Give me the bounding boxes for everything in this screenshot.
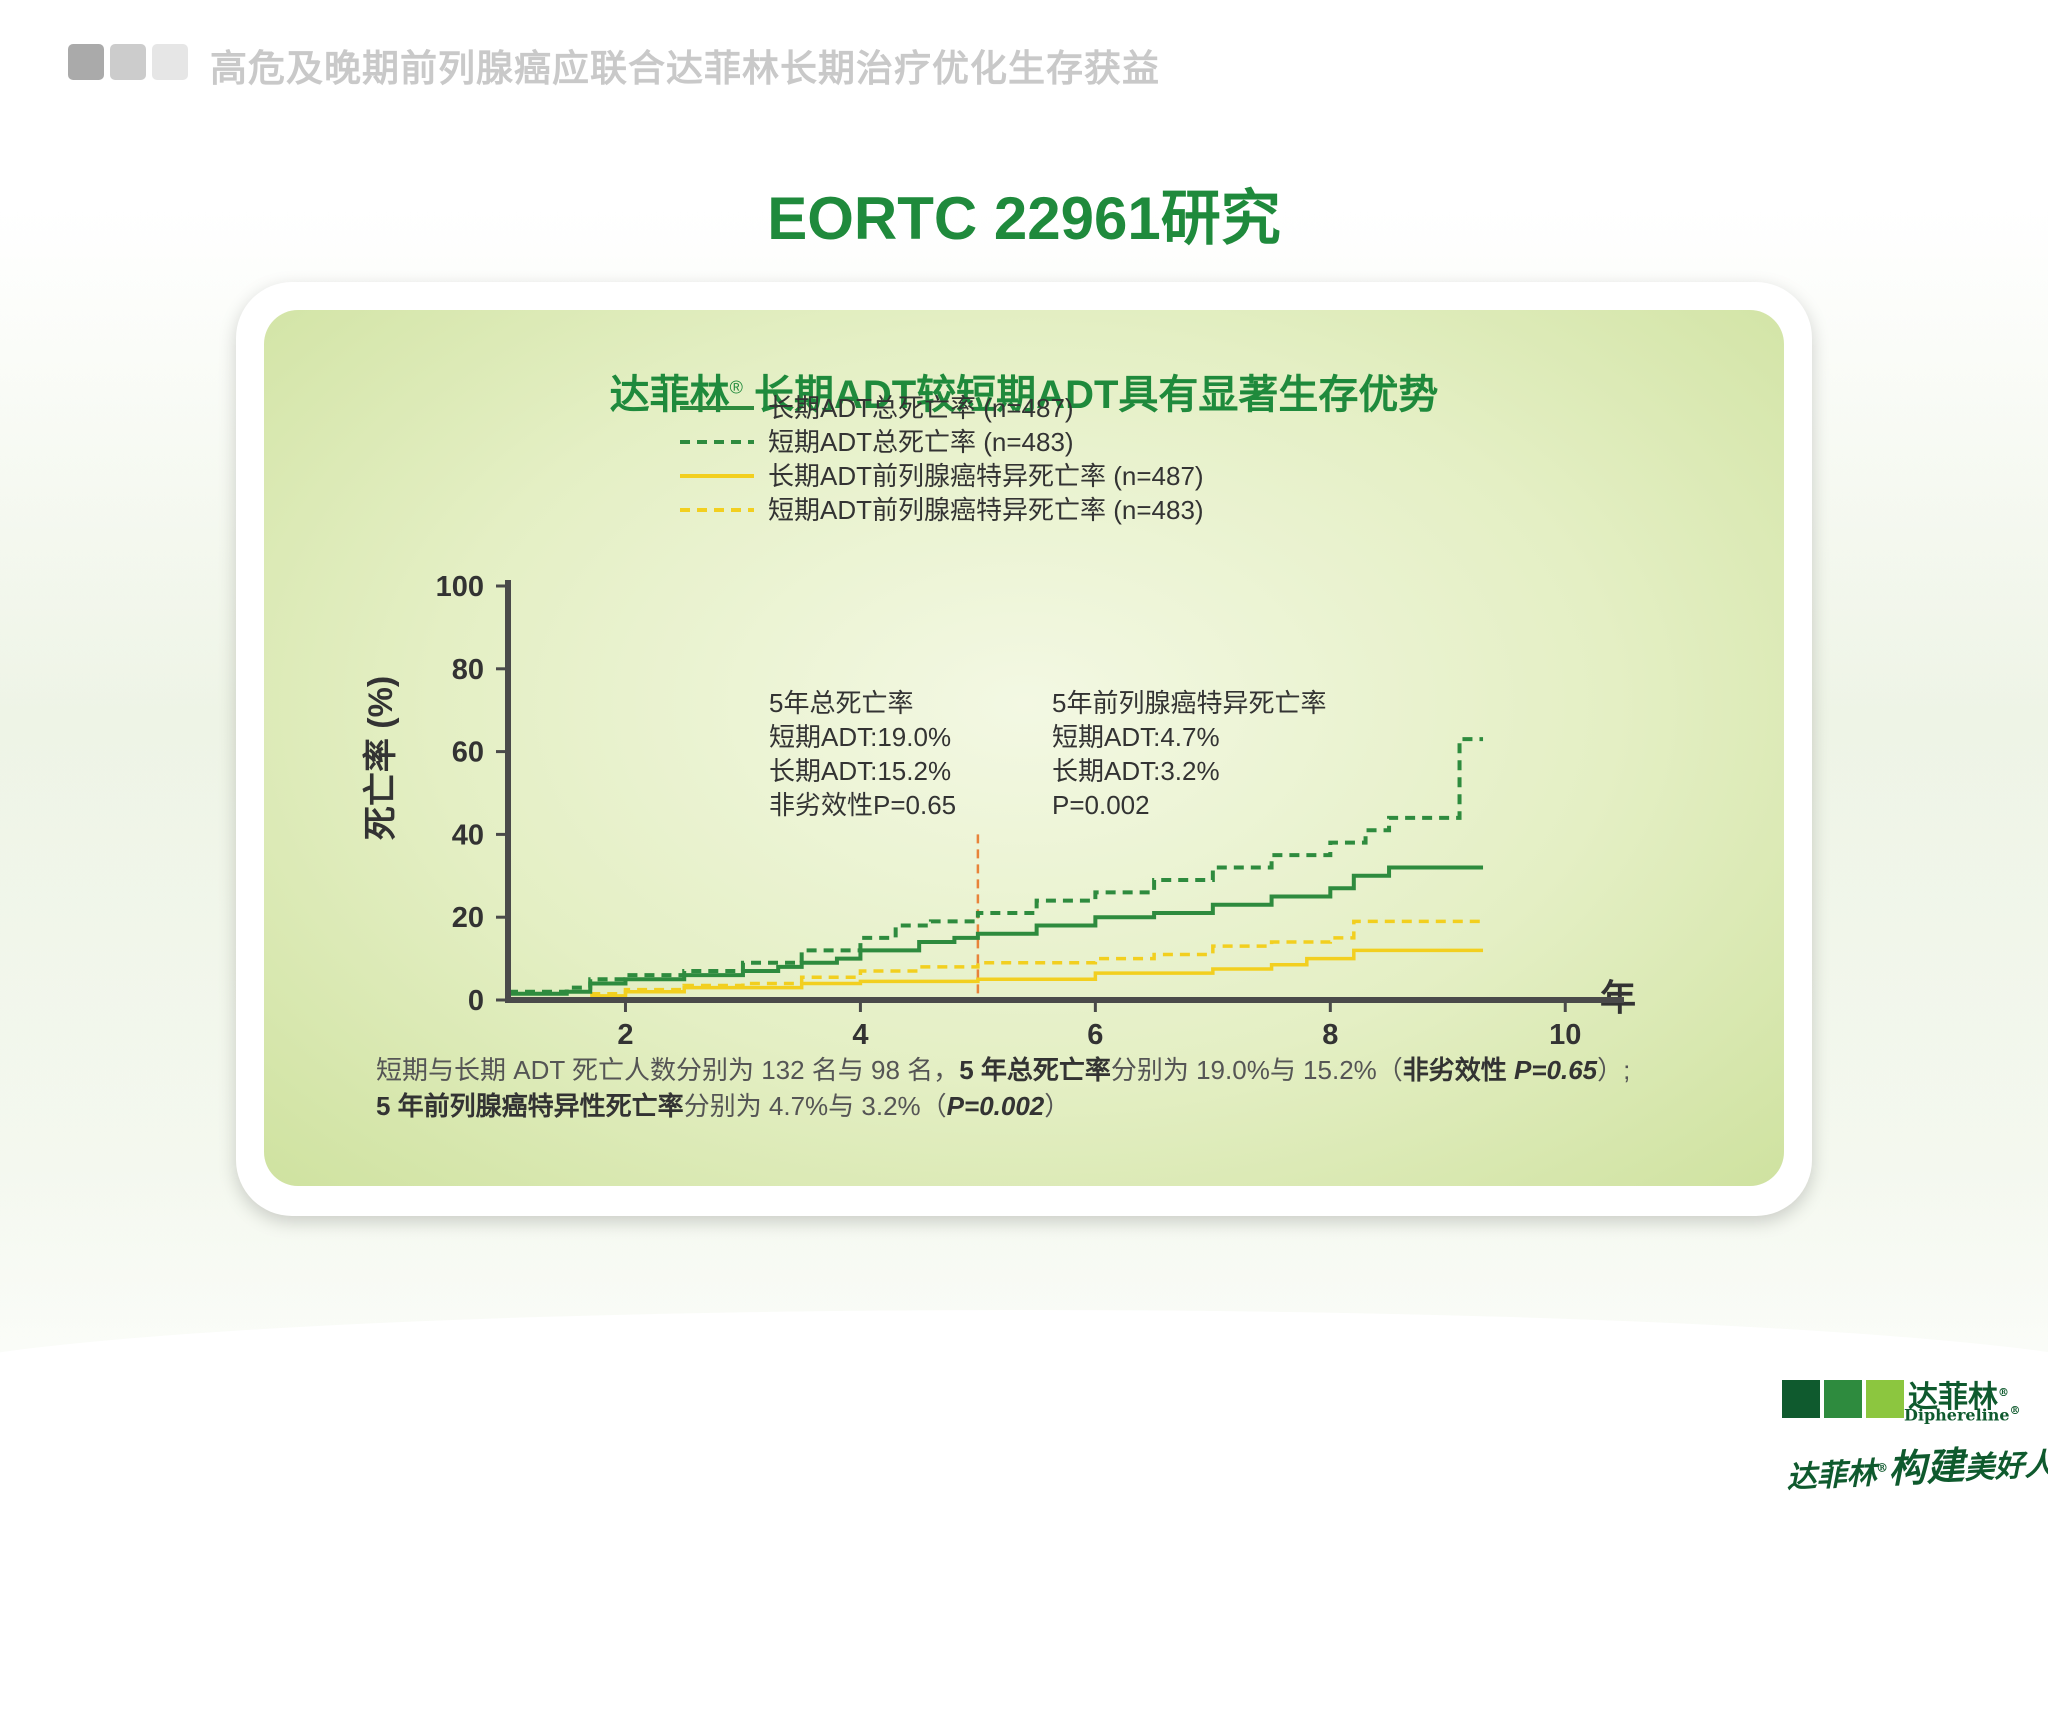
chart-legend: 长期ADT总死亡率 (n=487) 短期ADT总死亡率 (n=483) 长期AD… xyxy=(680,393,1204,525)
footnote-text: ）; xyxy=(1597,1055,1631,1085)
annotation-pca: 5年前列腺癌特异死亡率 短期ADT:4.7% 长期ADT:3.2% P=0.00… xyxy=(1052,688,1326,820)
footnote-pvalue: P=0.002 xyxy=(946,1091,1045,1121)
series-line-short-adt-overall xyxy=(508,737,1484,994)
footnote-pvalue: P=0.65 xyxy=(1514,1055,1598,1085)
annotation-overall-line-1: 短期ADT:19.0% xyxy=(769,722,951,752)
page-title: EORTC 22961研究 xyxy=(767,185,1281,252)
footnote-bold: 非劣效性 xyxy=(1402,1055,1515,1085)
y-tick-label: 20 xyxy=(452,902,484,934)
y-axis-title: 死亡率 (%) xyxy=(362,676,400,840)
legend-label-3: 短期ADT前列腺癌特异死亡率 (n=483) xyxy=(768,495,1204,525)
logo-square-3 xyxy=(1866,1380,1904,1418)
brand-logo xyxy=(1782,1380,2002,1420)
footnote-text: ） xyxy=(1044,1091,1071,1121)
header-square-2 xyxy=(110,44,146,80)
annotation-overall-line-3: 非劣效性P=0.65 xyxy=(769,790,956,820)
logo-square-2 xyxy=(1824,1380,1862,1418)
y-tick-label: 100 xyxy=(436,571,484,603)
content-card: 达菲林® 长期ADT较短期ADT具有显著生存优势 长期ADT总死亡率 (n=48… xyxy=(236,282,1812,1216)
slogan-part: 达菲林 xyxy=(1785,1456,1878,1496)
header-square-1 xyxy=(68,44,104,80)
header-square-3 xyxy=(152,44,188,80)
x-tick-label: 6 xyxy=(1087,1019,1103,1050)
y-tick-label: 0 xyxy=(468,985,484,1017)
legend-label-1: 短期ADT总死亡率 (n=483) xyxy=(768,427,1074,457)
x-axis-ticks: 2 4 6 8 10 xyxy=(617,1000,1581,1050)
x-tick-label: 10 xyxy=(1549,1019,1581,1050)
logo-name-en-text: Diphereline xyxy=(1904,1405,2010,1425)
annotation-overall-line-2: 长期ADT:15.2% xyxy=(769,756,951,786)
panel-title-rest: 长期ADT较短期ADT具有显著生存优势 xyxy=(742,373,1439,417)
series-line-long-adt-overall xyxy=(508,865,1484,996)
x-tick-label: 8 xyxy=(1322,1019,1338,1050)
footnote-text: 短期与长期 ADT 死亡人数分别为 132 名与 98 名， xyxy=(376,1055,960,1085)
y-tick-label: 60 xyxy=(452,737,484,769)
logo-reg: ® xyxy=(1998,1386,2009,1399)
annotation-pca-line-3: P=0.002 xyxy=(1052,790,1150,820)
y-tick-label: 40 xyxy=(452,819,484,851)
slogan-part: 美好人生 xyxy=(1963,1445,2048,1487)
footnote-bold: 5 年前列腺癌特异性死亡率 xyxy=(376,1091,684,1121)
panel-title: 达菲林® 长期ADT较短期ADT具有显著生存优势 xyxy=(264,362,1784,420)
header-decoration xyxy=(68,44,188,80)
footnote-line-1: 短期与长期 ADT 死亡人数分别为 132 名与 98 名，5 年总死亡率分别为… xyxy=(376,1052,1630,1088)
series-line-long-adt-pca xyxy=(590,948,1484,998)
panel-title-reg: ® xyxy=(729,377,743,398)
footnote-line-2: 5 年前列腺癌特异性死亡率分别为 4.7%与 3.2%（P=0.002） xyxy=(376,1088,1630,1124)
annotation-overall-line-0: 5年总死亡率 xyxy=(769,688,913,718)
header-title: 高危及晚期前列腺癌应联合达菲林长期治疗优化生存获益 xyxy=(210,48,1160,89)
logo-reg: ® xyxy=(2009,1404,2021,1417)
survival-chart: 长期ADT总死亡率 (n=487) 短期ADT总死亡率 (n=483) 长期AD… xyxy=(362,393,1636,1050)
footnote-bold: 5 年总死亡率 xyxy=(959,1055,1111,1085)
annotation-overall: 5年总死亡率 短期ADT:19.0% 长期ADT:15.2% 非劣效性P=0.6… xyxy=(769,688,956,820)
x-tick-label: 4 xyxy=(852,1019,868,1050)
bottom-wave-decoration xyxy=(0,1310,2048,1710)
slogan-part: 建 xyxy=(1925,1442,1966,1490)
slogan-part: 构 xyxy=(1887,1444,1928,1492)
footnote: 短期与长期 ADT 死亡人数分别为 132 名与 98 名，5 年总死亡率分别为… xyxy=(376,1052,1630,1124)
chart-panel: 达菲林® 长期ADT较短期ADT具有显著生存优势 长期ADT总死亡率 (n=48… xyxy=(264,310,1784,1186)
legend-label-2: 长期ADT前列腺癌特异死亡率 (n=487) xyxy=(768,461,1204,491)
y-axis-ticks: 0 20 40 60 80 100 xyxy=(436,571,508,1017)
series-line-short-adt-pca xyxy=(590,919,1484,996)
logo-name-cn-text: 达菲林 xyxy=(1908,1380,1998,1415)
x-tick-label: 2 xyxy=(617,1019,633,1050)
slogan-reg: ® xyxy=(1875,1460,1889,1476)
series-layer xyxy=(508,737,1484,998)
footnote-text: 分别为 19.0%与 15.2%（ xyxy=(1110,1055,1403,1085)
logo-name-cn: 达菲林® xyxy=(1908,1372,2009,1416)
y-tick-label: 80 xyxy=(452,654,484,686)
logo-square-1 xyxy=(1782,1380,1820,1418)
annotation-pca-line-1: 短期ADT:4.7% xyxy=(1052,722,1220,752)
legend-label-0: 长期ADT总死亡率 (n=487) xyxy=(768,393,1074,423)
annotation-pca-line-2: 长期ADT:3.2% xyxy=(1052,756,1220,786)
logo-name-en: Diphereline® xyxy=(1904,1404,2021,1424)
annotation-pca-line-0: 5年前列腺癌特异死亡率 xyxy=(1052,688,1326,718)
footnote-text: 分别为 4.7%与 3.2%（ xyxy=(683,1091,947,1121)
